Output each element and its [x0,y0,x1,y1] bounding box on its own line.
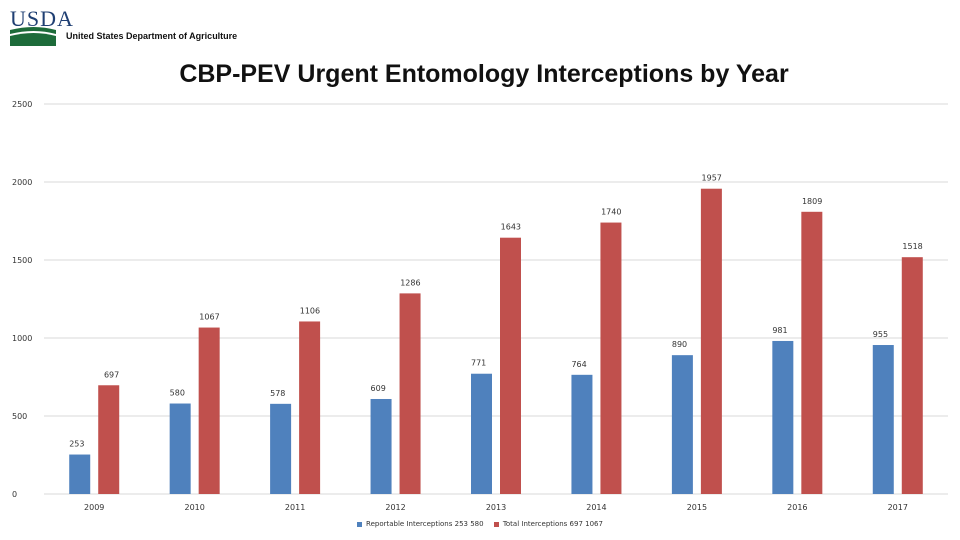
bar-reportable [772,340,794,494]
bar-reportable [69,454,91,494]
y-tick-label: 0 [12,490,17,499]
data-label: 1106 [300,306,320,315]
chart-title: CBP-PEV Urgent Entomology Interceptions … [179,60,789,88]
data-label: 955 [873,330,888,339]
x-tick-label: 2015 [687,503,707,512]
x-tick-label: 2010 [184,503,204,512]
data-label: 609 [371,384,386,393]
usda-logo-text: USDA [10,6,74,31]
bar-total [198,327,220,494]
bar-total [801,211,823,494]
y-tick-label: 1500 [12,256,32,265]
x-tick-label: 2009 [84,503,104,512]
bar-reportable [671,355,693,494]
legend-label-total: Total Interceptions 697 1067 [502,520,603,528]
bar-reportable [471,373,492,494]
data-label: 1957 [702,174,722,183]
legend-swatch-reportable [357,521,363,527]
bar-total [500,237,521,494]
data-label: 1518 [902,242,922,251]
data-label: 890 [672,340,687,349]
department-name: United States Department of Agriculture [66,31,238,41]
usda-logo-mark [10,27,56,46]
y-tick-label: 2500 [12,100,32,109]
chart-legend: Reportable Interceptions 253 580 Total I… [0,520,960,528]
bar-total [98,385,120,494]
bar-reportable [872,345,894,494]
data-label: 697 [104,370,119,379]
bar-reportable [571,374,593,494]
x-tick-label: 2012 [385,503,405,512]
x-tick-label: 2017 [888,503,908,512]
bar-total [700,188,722,494]
data-label: 578 [270,389,285,398]
data-label: 1067 [199,313,219,322]
data-label: 1740 [601,208,621,217]
bar-total [399,293,421,494]
bar-total [299,321,321,494]
legend-item-reportable: Reportable Interceptions 253 580 [357,520,484,528]
legend-label-reportable: Reportable Interceptions 253 580 [366,520,484,528]
data-label: 1809 [802,197,822,206]
data-label: 253 [69,440,84,449]
x-tick-label: 2016 [787,503,807,512]
x-tick-label: 2014 [586,503,606,512]
data-label: 1643 [501,223,521,232]
y-tick-label: 2000 [12,178,32,187]
usda-logo: USDA United States Department of Agricul… [10,6,250,46]
bar-reportable [370,398,392,494]
y-tick-label: 500 [12,412,27,421]
bar-total [600,222,622,494]
bar-reportable [169,403,191,494]
x-tick-label: 2013 [486,503,506,512]
bar-total [901,257,923,494]
data-label: 580 [170,389,185,398]
x-tick-label: 2011 [285,503,305,512]
legend-item-total: Total Interceptions 697 1067 [493,520,603,528]
data-label: 981 [772,326,787,335]
bar-reportable [270,403,292,494]
data-label: 1286 [400,278,420,287]
data-label: 764 [571,360,586,369]
legend-swatch-total [493,521,499,527]
data-label: 771 [471,359,486,368]
y-tick-label: 1000 [12,334,32,343]
